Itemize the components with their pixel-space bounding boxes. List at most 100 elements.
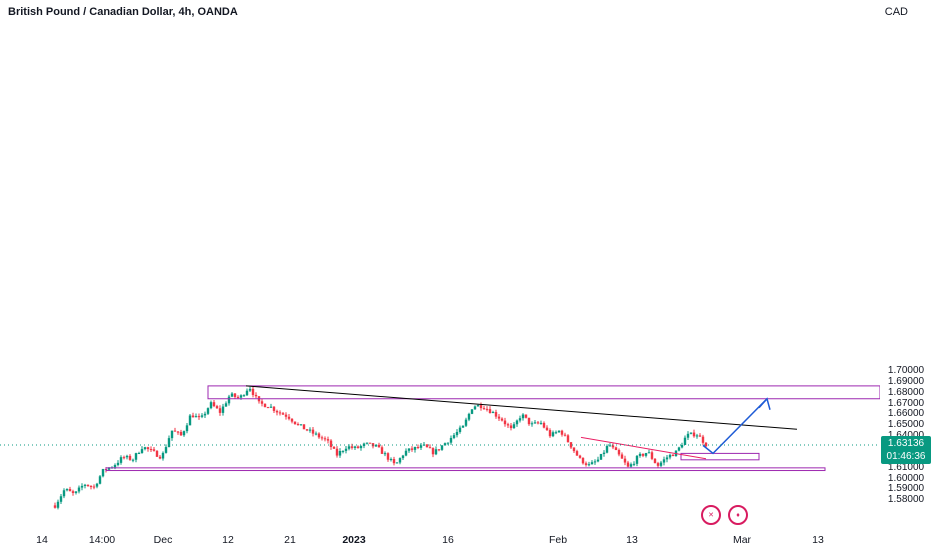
wedge-trendline bbox=[580, 436, 707, 460]
candle-body bbox=[368, 442, 372, 444]
candle-body bbox=[500, 418, 504, 421]
candle-body bbox=[665, 457, 669, 460]
candle-body bbox=[263, 403, 267, 408]
candle-body bbox=[611, 445, 615, 448]
candle-body bbox=[299, 424, 303, 426]
candle-body bbox=[698, 435, 702, 437]
candle-body bbox=[653, 458, 657, 464]
candle-body bbox=[338, 451, 342, 456]
candle-body bbox=[200, 415, 204, 417]
candle-body bbox=[548, 430, 552, 437]
candle-body bbox=[545, 427, 549, 431]
candle-body bbox=[149, 449, 153, 451]
candle-body bbox=[605, 446, 609, 453]
candle-body bbox=[188, 415, 192, 426]
candle-body bbox=[590, 462, 594, 465]
candle-body bbox=[461, 425, 465, 428]
candle-body bbox=[146, 447, 150, 450]
candle-body bbox=[341, 450, 345, 452]
time-tick-label: 2023 bbox=[342, 534, 366, 546]
candle-body bbox=[425, 444, 429, 448]
candle-body bbox=[701, 436, 705, 443]
candle-body bbox=[644, 453, 648, 456]
candle-body bbox=[137, 453, 141, 455]
candle-body bbox=[203, 413, 207, 416]
candle-body bbox=[176, 431, 180, 433]
candle-body bbox=[365, 442, 369, 444]
candle-body bbox=[695, 435, 699, 437]
candle-body bbox=[233, 393, 237, 397]
candle-body bbox=[497, 416, 501, 419]
candle-body bbox=[530, 423, 534, 425]
candle-body bbox=[377, 444, 381, 448]
candle-body bbox=[488, 409, 492, 414]
candle-body bbox=[599, 453, 603, 460]
candle-body bbox=[554, 432, 558, 434]
candle-body bbox=[206, 408, 210, 414]
candle-body bbox=[140, 449, 144, 454]
price-tick-label: 1.59000 bbox=[887, 483, 925, 495]
candle-body bbox=[317, 433, 321, 438]
candle-body bbox=[623, 458, 627, 463]
candle-body bbox=[326, 439, 330, 441]
candle-body bbox=[395, 462, 399, 464]
candle-body bbox=[440, 445, 444, 450]
candle-body bbox=[692, 432, 696, 437]
candle-body bbox=[173, 430, 177, 432]
candle-body bbox=[254, 394, 258, 397]
projection-path bbox=[702, 398, 768, 455]
candle-body bbox=[518, 418, 522, 421]
candle-body bbox=[491, 412, 495, 414]
candle-body bbox=[563, 434, 567, 436]
candle-body bbox=[227, 396, 231, 404]
candle-body bbox=[689, 432, 693, 434]
candle-body bbox=[641, 453, 645, 456]
time-axis[interactable]: 14 14:00 Dec 12 21 2023 16 Feb 13 Mar 13 bbox=[0, 528, 880, 550]
candle-body bbox=[125, 455, 129, 458]
candle-body bbox=[389, 459, 393, 461]
candle-body bbox=[539, 422, 543, 424]
candle-body bbox=[245, 390, 249, 396]
candle-body bbox=[332, 447, 336, 449]
candle-body bbox=[449, 437, 453, 443]
candle-body bbox=[56, 501, 60, 508]
candle-body bbox=[428, 447, 432, 449]
gbp-flag-icon[interactable]: ✕ bbox=[701, 505, 721, 525]
candle-body bbox=[470, 409, 474, 414]
candle-body bbox=[335, 448, 339, 456]
candle-body bbox=[587, 464, 591, 466]
candle-body bbox=[473, 406, 477, 410]
candle-body bbox=[194, 416, 198, 418]
candle-body bbox=[320, 437, 324, 439]
candle-body bbox=[344, 448, 348, 451]
candle-body bbox=[131, 459, 135, 461]
candle-body bbox=[71, 491, 75, 493]
candle-body bbox=[77, 487, 81, 492]
candle-body bbox=[536, 422, 540, 424]
candle-body bbox=[89, 486, 93, 488]
chart-area[interactable]: British Pound / Canadian Dollar, 4h, OAN… bbox=[0, 0, 881, 528]
candle-body bbox=[65, 489, 69, 491]
candle-body bbox=[569, 442, 573, 448]
candle-body bbox=[113, 465, 117, 468]
candle-body bbox=[80, 485, 84, 488]
candle-body bbox=[122, 457, 126, 459]
candle-body bbox=[167, 438, 171, 448]
candle-body bbox=[680, 445, 684, 448]
candle-body bbox=[305, 429, 309, 431]
candle-body bbox=[350, 446, 354, 448]
candle-body bbox=[158, 456, 162, 459]
candle-body bbox=[116, 462, 120, 466]
candle-body bbox=[191, 415, 195, 418]
candle-body bbox=[683, 437, 687, 446]
candle-body bbox=[542, 422, 546, 428]
cad-flag-icon[interactable]: ♦ bbox=[728, 505, 748, 525]
candle-body bbox=[464, 419, 468, 426]
candle-body bbox=[626, 462, 630, 467]
candlestick-chart[interactable] bbox=[0, 0, 881, 528]
last-price-value: 1.63136 bbox=[887, 437, 925, 449]
candle-body bbox=[230, 393, 234, 397]
candle-body bbox=[494, 412, 498, 417]
candle-body bbox=[662, 459, 666, 463]
candle-body bbox=[704, 442, 708, 447]
